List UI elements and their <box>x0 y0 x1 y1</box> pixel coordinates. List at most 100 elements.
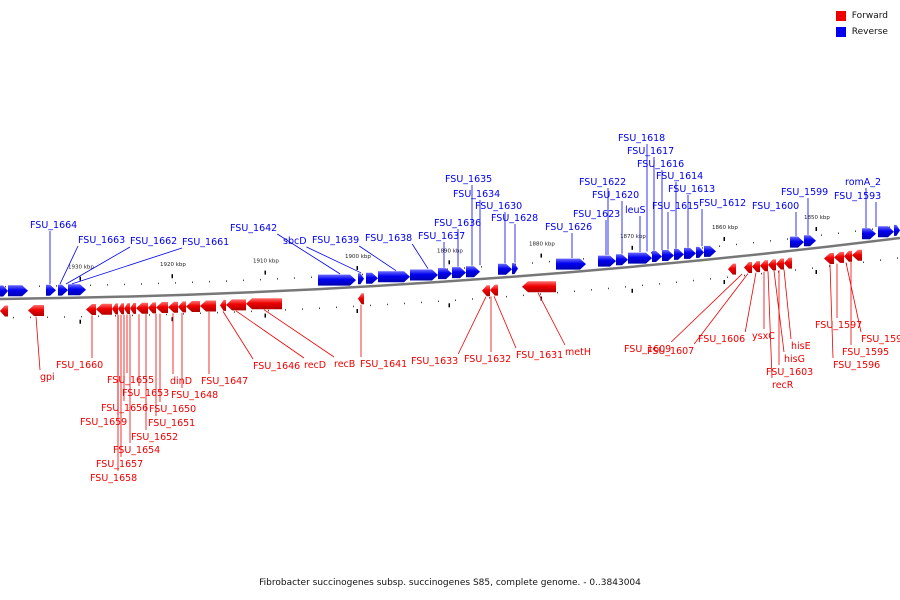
minor-tick <box>821 234 822 236</box>
forward-gene-arrow <box>834 251 844 263</box>
reverse-gene-arrow <box>512 263 518 275</box>
reverse-gene-arrow <box>318 274 356 286</box>
minor-tick <box>651 252 652 254</box>
minor-tick <box>234 311 235 313</box>
minor-tick <box>285 309 286 311</box>
minor-tick <box>770 240 771 242</box>
minor-tick <box>98 315 99 317</box>
minor-tick <box>404 302 405 305</box>
forward-gene-arrow <box>186 301 200 312</box>
reverse-gene-label: FSU_1623 <box>573 209 620 220</box>
forward-gene-label: FSU_1648 <box>171 390 218 401</box>
minor-tick <box>829 265 830 267</box>
forward-gene-label: FSU_1654 <box>113 445 160 456</box>
minor-tick <box>889 226 890 228</box>
reverse-gene-arrow <box>366 272 378 284</box>
forward-gene-label: FSU_1607 <box>647 346 694 357</box>
reverse-gene-label: FSU_1663 <box>78 235 125 246</box>
forward-gene-arrow <box>522 281 556 293</box>
minor-tick <box>540 293 541 295</box>
reverse-gene-arrow <box>704 245 716 257</box>
forward-gene-arrow <box>824 253 834 264</box>
minor-tick <box>787 238 788 240</box>
reverse-gene-label: FSU_1615 <box>652 201 699 212</box>
minor-tick <box>608 287 609 290</box>
reverse-gene-arrow <box>410 269 438 281</box>
reverse-gene-label: FSU_1635 <box>445 174 492 185</box>
forward-leader-line <box>35 316 41 371</box>
scale-label: 1920 kbp <box>160 262 186 268</box>
reverse-leader-line <box>65 246 131 285</box>
reverse-gene-label: FSU_1600 <box>752 201 799 212</box>
reverse-gene-label: leuS <box>625 205 646 216</box>
forward-leader-line <box>670 273 743 343</box>
forward-gene-label: FSU_1652 <box>131 432 178 443</box>
minor-tick <box>583 258 584 260</box>
minor-tick <box>659 283 660 285</box>
major-tick <box>723 237 725 241</box>
major-tick <box>79 319 81 324</box>
strand-legend: Forward Reverse <box>835 8 888 40</box>
major-tick <box>631 288 633 293</box>
forward-gene-arrow <box>220 299 226 311</box>
forward-gene-label: FSU_1659 <box>80 417 127 428</box>
forward-leader-line <box>493 295 517 349</box>
forward-gene-label: recR <box>772 380 794 391</box>
forward-swatch <box>835 11 846 21</box>
reverse-gene-label: FSU_1634 <box>453 189 500 200</box>
minor-tick <box>744 274 745 277</box>
forward-gene-arrow <box>156 302 168 313</box>
forward-gene-arrow <box>96 303 112 315</box>
minor-tick <box>455 299 456 301</box>
minor-tick <box>736 243 737 246</box>
scale-marks: 1930 kbp 1920 kbp 1910 kbp 1900 kbp 1890 kbp… <box>68 215 830 324</box>
forward-gene-label: FSU_1603 <box>766 367 813 378</box>
minor-tick <box>625 286 626 288</box>
minor-tick <box>183 313 184 315</box>
forward-leader-line <box>693 273 749 345</box>
forward-gene-arrow <box>130 302 136 314</box>
minor-tick <box>115 315 116 317</box>
forward-gene-label: FSU_1657 <box>96 459 143 470</box>
forward-gene-label: FSU_1658 <box>90 473 137 484</box>
minor-tick <box>812 267 813 269</box>
scale-label: 1890 kbp <box>437 248 463 254</box>
genome-caption: Fibrobacter succinogenes subsp. succinog… <box>259 578 641 588</box>
minor-tick <box>209 280 210 283</box>
legend-reverse-label: Reverse <box>851 27 888 37</box>
minor-tick <box>642 284 643 287</box>
minor-tick <box>124 283 125 286</box>
minor-tick <box>532 262 533 264</box>
forward-gene-label: FSU_1595 <box>842 347 889 358</box>
minor-tick <box>464 267 465 269</box>
reverse-gene-arrow <box>696 246 704 258</box>
reverse-gene-arrow <box>598 255 616 267</box>
minor-tick <box>149 314 150 316</box>
minor-tick <box>549 260 550 263</box>
forward-gene-arrow <box>136 302 148 314</box>
reverse-gene-arrow <box>438 268 452 280</box>
forward-gene-arrow <box>118 303 124 315</box>
reverse-gene-arrow <box>662 250 674 261</box>
minor-tick <box>472 298 473 300</box>
reverse-gene-label: FSU_1664 <box>30 220 77 231</box>
reverse-gene-label: FSU_1599 <box>781 187 828 198</box>
genome-axis <box>0 236 900 301</box>
scale-label: 1910 kbp <box>253 259 279 265</box>
minor-tick <box>5 285 6 288</box>
reverse-gene-label: FSU_1630 <box>475 201 522 212</box>
reverse-gene-arrow <box>790 236 804 248</box>
major-tick <box>815 227 817 231</box>
reverse-leader-line <box>306 246 362 274</box>
forward-gene-label: FSU_1596 <box>833 360 880 371</box>
forward-gene-label: FSU_1650 <box>149 404 196 415</box>
minor-tick <box>574 290 575 292</box>
forward-gene-label: FSU_1641 <box>360 359 407 370</box>
minor-tick <box>90 284 91 286</box>
reverse-gene-label: FSU_1613 <box>668 184 715 195</box>
forward-leader-line <box>457 296 487 355</box>
reverse-gene-arrow <box>556 258 586 270</box>
forward-gene-label: FSU_1660 <box>56 360 103 371</box>
forward-gene-arrow <box>844 250 852 262</box>
minor-tick <box>880 259 881 261</box>
